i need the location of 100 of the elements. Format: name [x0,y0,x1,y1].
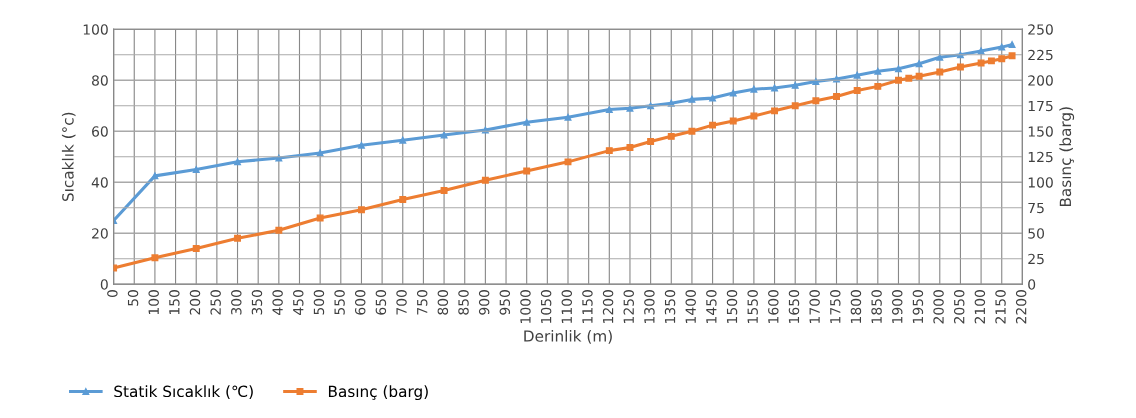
point [709,94,717,102]
point [688,127,696,135]
x-tick-label: 2050 [953,290,965,324]
point [771,107,779,115]
x-tick-label: 1050 [540,290,552,323]
x-tick-label: 450 [293,290,304,315]
point [399,196,407,204]
point [750,112,758,120]
point [936,53,944,61]
x-tick-label: 1850 [871,290,882,323]
x-tick-label: 500 [313,290,325,315]
x-tick-label: 1800 [850,290,862,323]
y-tick-label: 40 [91,177,108,188]
x-tick-label: 1550 [747,290,758,323]
x-tick-label: 400 [272,290,283,315]
y2-tick-label: 250 [1028,24,1053,35]
point [316,149,324,157]
point [1008,41,1016,49]
point [440,131,448,139]
y2-tick-label: 50 [1028,228,1045,239]
point [626,104,634,112]
x-tick-label: 650 [375,290,387,315]
point [151,172,159,180]
point [894,76,902,84]
x-tick-label: 100 [148,290,159,315]
y2-tick-label: 175 [1028,100,1053,112]
x-tick-label: 1450 [706,290,717,323]
x-tick-label: 350 [251,290,263,315]
x-tick-label: 2100 [974,290,986,324]
x-tick-label: 250 [210,290,221,315]
point [812,97,820,105]
point [853,71,861,79]
point [750,85,758,93]
legend-label: Basınç (barg) [328,385,428,401]
y2-tick-label: 75 [1028,202,1044,214]
y2-tick-label: 100 [1028,177,1053,188]
point [894,65,902,73]
point [915,72,923,80]
x-tick-label: 2000 [933,290,944,324]
point [833,93,840,101]
point [440,186,448,194]
point [905,74,913,82]
point [357,206,365,214]
x-tick-label: 1950 [912,290,924,323]
point [977,59,985,67]
x-tick-label: 2150 [995,290,1006,324]
point [915,60,923,68]
point [874,82,882,90]
point [564,158,572,166]
point [812,78,820,86]
y2-tick-label: 225 [1028,49,1053,61]
point [956,63,964,71]
y-tick-label: 0 [100,279,108,290]
y2-axis-title: Basınç (barg) [1059,107,1075,207]
y-tick-label: 20 [92,228,108,239]
x-tick-label: 800 [437,290,449,315]
x-tick-label: 1150 [582,290,593,323]
point [1008,52,1016,60]
point [853,86,861,94]
x-tick-label: 2200 [1015,290,1027,324]
point [936,68,944,76]
x-tick-label: 200 [189,290,201,315]
x-tick-label: 1300 [644,290,655,323]
y2-tick-label: 0 [1028,279,1036,290]
point [688,95,696,103]
point [234,158,242,166]
point [998,55,1006,63]
point [605,147,613,155]
point [192,166,200,173]
point [791,102,799,110]
x-tick-label: 600 [354,290,366,315]
point [275,226,283,234]
x-tick-label: 1600 [768,290,779,323]
y-tick-label: 100 [83,24,108,35]
y2-tick-label: 125 [1028,151,1053,163]
x-tick-label: 950 [499,290,511,315]
x-axis-title: Derinlik (m) [524,330,612,344]
point [729,89,737,97]
point [523,118,531,126]
x-tick-label: 1250 [623,290,634,323]
x-tick-label: 0 [107,290,118,298]
point [234,234,242,242]
point [647,137,655,145]
x-tick-label: 150 [169,290,180,315]
point [151,254,159,262]
x-tick-label: 1350 [664,290,676,323]
point [192,245,200,253]
point [626,144,634,152]
x-tick-label: 550 [334,290,345,315]
x-tick-label: 1700 [809,290,820,323]
x-tick-label: 1000 [520,290,531,323]
x-tick-label: 900 [478,290,490,315]
x-tick-label: 750 [416,290,428,315]
point [481,176,489,184]
x-tick-label: 1100 [561,290,573,323]
point [399,136,407,144]
point [998,43,1006,51]
x-tick-label: 1750 [830,290,841,323]
point [729,117,737,125]
x-tick-label: 1400 [685,290,696,323]
